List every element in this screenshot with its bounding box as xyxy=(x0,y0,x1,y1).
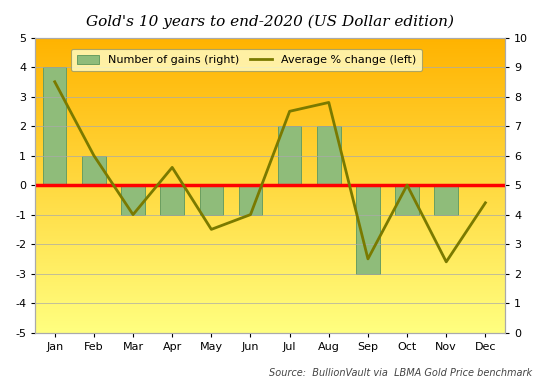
Bar xyxy=(160,185,184,215)
Bar xyxy=(121,185,145,215)
Bar xyxy=(395,185,419,215)
Bar xyxy=(43,67,66,185)
Bar xyxy=(356,185,380,274)
Bar xyxy=(317,126,340,185)
Bar xyxy=(200,185,223,215)
Title: Gold's 10 years to end-2020 (US Dollar edition): Gold's 10 years to end-2020 (US Dollar e… xyxy=(86,15,454,29)
Bar xyxy=(239,185,262,215)
Bar xyxy=(82,155,106,185)
Bar xyxy=(278,126,301,185)
Bar xyxy=(434,185,458,215)
Text: Source:  BullionVault via  LBMA Gold Price benchmark: Source: BullionVault via LBMA Gold Price… xyxy=(269,368,532,378)
Legend: Number of gains (right), Average % change (left): Number of gains (right), Average % chang… xyxy=(71,49,422,71)
